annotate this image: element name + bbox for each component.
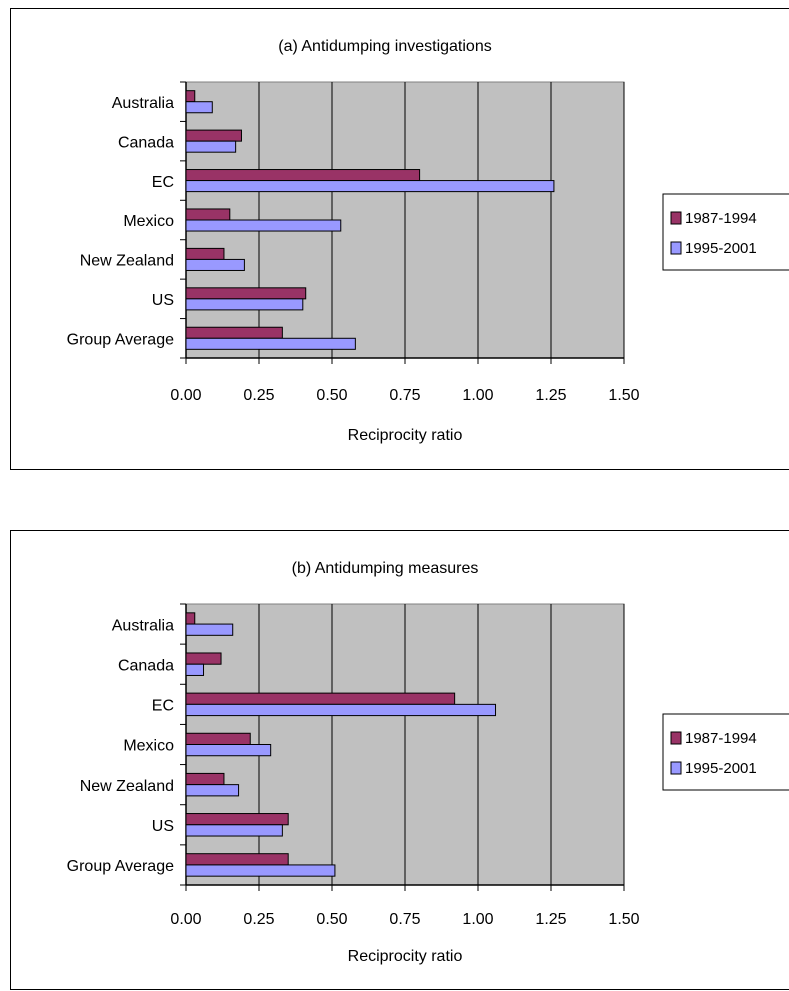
x-tick-label: 1.50 (608, 911, 639, 928)
bar-1995-2001-canada (185, 663, 205, 676)
chart-measures: (b) Antidumping measures 0.00 0.25 0.50 0.75… (67, 560, 789, 965)
legend (662, 193, 789, 271)
category-label: US (152, 818, 174, 835)
x-tick-label: 0.75 (389, 387, 420, 404)
bar-1987-1994-us (185, 287, 307, 300)
bar-1987-1994-ec (185, 692, 456, 705)
category-label: Canada (118, 657, 174, 674)
chart-investigations: (a) Antidumping investigations 0.00 0.25 0.… (67, 38, 789, 444)
legend-label: 1995-2001 (685, 760, 757, 777)
chart-panel-investigations: (a) Antidumping investigations 0.00 0.25 0.… (10, 8, 789, 470)
x-tick-label: 0.75 (389, 911, 420, 928)
category-label: Mexico (123, 738, 174, 755)
chart-title: (a) Antidumping investigations (278, 38, 491, 55)
x-tick-label: 1.00 (462, 387, 493, 404)
bar-1987-1994-mexico (185, 732, 251, 745)
bar-1987-1994-group-average (185, 326, 283, 339)
bar-1987-1994-us (185, 813, 289, 826)
category-label: Australia (112, 95, 174, 112)
bar-1995-2001-australia (185, 623, 234, 636)
x-tick-label: 0.25 (243, 911, 274, 928)
bar-1995-2001-group-average (185, 864, 336, 877)
x-axis-label: Reciprocity ratio (348, 427, 463, 444)
bar-1995-2001-new-zealand (185, 784, 240, 797)
category-label: EC (152, 174, 174, 191)
legend-label: 1995-2001 (685, 240, 757, 257)
x-axis-label: Reciprocity ratio (348, 948, 463, 965)
category-label: Mexico (123, 213, 174, 230)
legend-swatch (670, 761, 682, 775)
bar-1987-1994-mexico (185, 208, 231, 221)
legend (662, 713, 789, 791)
bar-1995-2001-ec (185, 703, 497, 717)
bar-1987-1994-new-zealand (185, 247, 225, 260)
x-tick-label: 0.50 (316, 387, 347, 404)
legend-label: 1987-1994 (685, 210, 757, 227)
x-tick-label: 0.00 (170, 387, 201, 404)
bar-1987-1994-australia (185, 90, 196, 103)
category-label: EC (152, 698, 174, 715)
legend-swatch (670, 211, 682, 225)
category-label: Australia (112, 617, 174, 634)
category-label: New Zealand (80, 253, 174, 270)
x-tick-label: 0.25 (243, 387, 274, 404)
category-label: New Zealand (80, 778, 174, 795)
bar-1987-1994-group-average (185, 853, 289, 866)
x-tick-label: 0.50 (316, 911, 347, 928)
bar-1995-2001-canada (185, 140, 237, 153)
bar-1995-2001-mexico (185, 219, 342, 232)
x-tick-label: 0.00 (170, 911, 201, 928)
x-tick-label: 1.25 (535, 387, 566, 404)
chart-title: (b) Antidumping measures (292, 560, 479, 577)
legend-swatch (670, 241, 682, 255)
bar-1987-1994-new-zealand (185, 772, 225, 786)
legend-swatch (670, 731, 682, 745)
x-tick-label: 1.50 (608, 387, 639, 404)
bar-1987-1994-canada (185, 129, 242, 142)
bar-1995-2001-group-average (185, 337, 356, 350)
bar-1987-1994-ec (185, 169, 421, 182)
bar-1995-2001-australia (185, 101, 213, 114)
bar-1995-2001-us (185, 824, 283, 837)
x-tick-label: 1.25 (535, 911, 566, 928)
category-label: Canada (118, 134, 174, 151)
bar-1995-2001-mexico (185, 744, 272, 757)
bar-1987-1994-canada (185, 652, 222, 665)
bar-1995-2001-us (185, 298, 304, 311)
category-label: US (152, 292, 174, 309)
category-label: Group Average (67, 332, 174, 349)
category-label: Group Average (67, 858, 174, 875)
legend-label: 1987-1994 (685, 730, 757, 747)
x-tick-label: 1.00 (462, 911, 493, 928)
bar-1995-2001-new-zealand (185, 258, 245, 271)
bar-1987-1994-australia (185, 612, 196, 625)
chart-panel-measures: (b) Antidumping measures 0.00 0.25 0.50 0.75… (10, 530, 789, 990)
bar-1995-2001-ec (185, 180, 555, 193)
